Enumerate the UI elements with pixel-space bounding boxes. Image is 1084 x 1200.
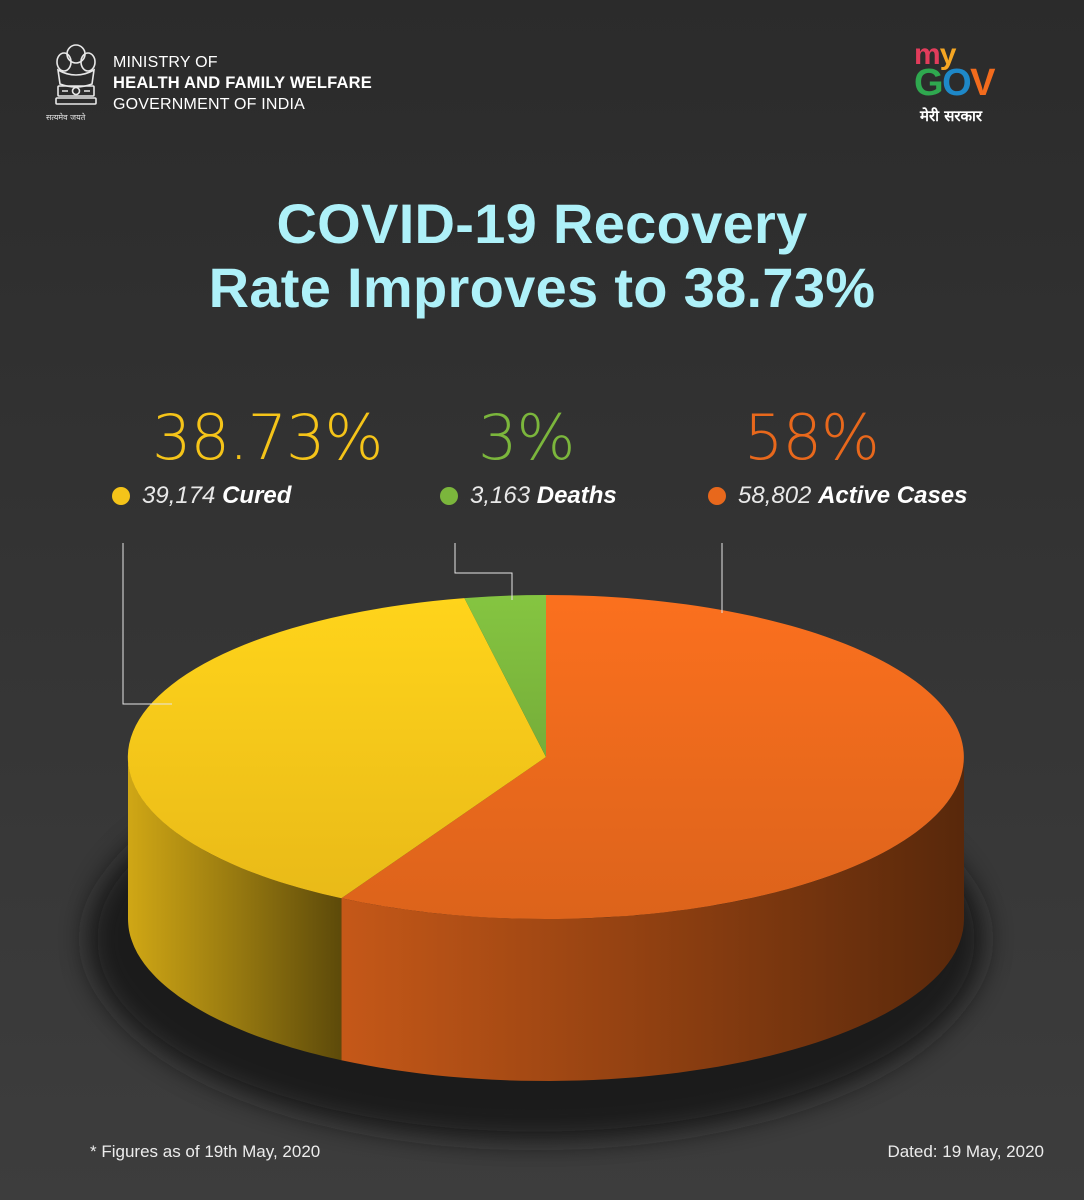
leader-line-cured (122, 543, 172, 705)
cured-label: Cured (222, 482, 292, 509)
pie-slice-deaths (464, 595, 546, 757)
stat-cured: 38.73% 39,174 Cured (112, 398, 383, 510)
stat-deaths: 3% 3,163 Deaths (440, 398, 617, 510)
mygov-gov-text: GOV (914, 62, 995, 104)
cured-legend: 39,174 Cured (112, 482, 382, 510)
active-percent: 58% (744, 401, 880, 474)
footer-dated: Dated: 19 May, 2020 (887, 1142, 1044, 1161)
ministry-line-1: MINISTRY OF (113, 54, 218, 71)
ministry-line-3: GOVERNMENT OF INDIA (113, 96, 305, 113)
mygov-tagline: मेरी सरकार (920, 107, 983, 125)
mygov-logo: my GOV मेरी सरकार (914, 38, 1024, 130)
header: सत्यमेव जयते MINISTRY OF HEALTH AND FAMI… (46, 38, 1036, 140)
active-legend: 58,802 Active Cases (708, 482, 968, 510)
page-title: COVID-19 Recovery Rate Improves to 38.73… (0, 192, 1084, 320)
leader-line-deaths (454, 543, 513, 600)
state-emblem-icon: सत्यमेव जयते (46, 40, 104, 124)
pie-side-cured (128, 757, 342, 1061)
cured-percent: 38.73% (152, 401, 383, 474)
stat-active: 58% 58,802 Active Cases (708, 398, 968, 510)
ministry-name: MINISTRY OF HEALTH AND FAMILY WELFARE GO… (113, 52, 372, 115)
active-dot-icon (708, 487, 726, 505)
mygov-logo-gov: GOV (914, 62, 995, 105)
mygov-logo-my: my (914, 38, 956, 72)
cured-value: 39,174 (142, 482, 216, 509)
pie-slice-active-cases (341, 595, 964, 920)
deaths-dot-icon (440, 487, 458, 505)
pie-side-active-cases (341, 757, 964, 1081)
active-value: 58,802 (738, 482, 812, 509)
footer-note: * Figures as of 19th May, 2020 (90, 1142, 321, 1161)
cured-dot-icon (112, 487, 130, 505)
title-line-2: Rate Improves to 38.73% (208, 256, 876, 319)
deaths-percent: 3% (478, 401, 575, 474)
deaths-value: 3,163 (470, 482, 531, 509)
pie-slice-cured (127, 598, 547, 899)
ministry-line-2: HEALTH AND FAMILY WELFARE (113, 74, 372, 92)
active-label: Active Cases (818, 482, 968, 509)
title-line-1: COVID-19 Recovery (276, 192, 808, 255)
deaths-legend: 3,163 Deaths (440, 482, 617, 510)
deaths-label: Deaths (536, 482, 617, 509)
emblem-motto: सत्यमेव जयते (46, 113, 86, 122)
mygov-my-text: my (914, 38, 956, 71)
